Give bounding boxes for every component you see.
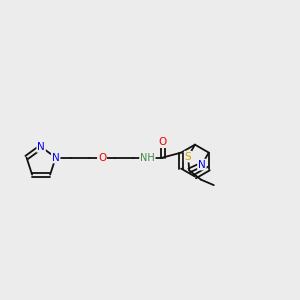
Text: N: N (37, 142, 45, 152)
Text: N: N (198, 160, 206, 170)
Text: O: O (159, 137, 167, 147)
Text: S: S (185, 152, 191, 162)
Text: N: N (52, 152, 60, 163)
Text: NH: NH (140, 152, 155, 163)
Text: O: O (98, 152, 106, 163)
